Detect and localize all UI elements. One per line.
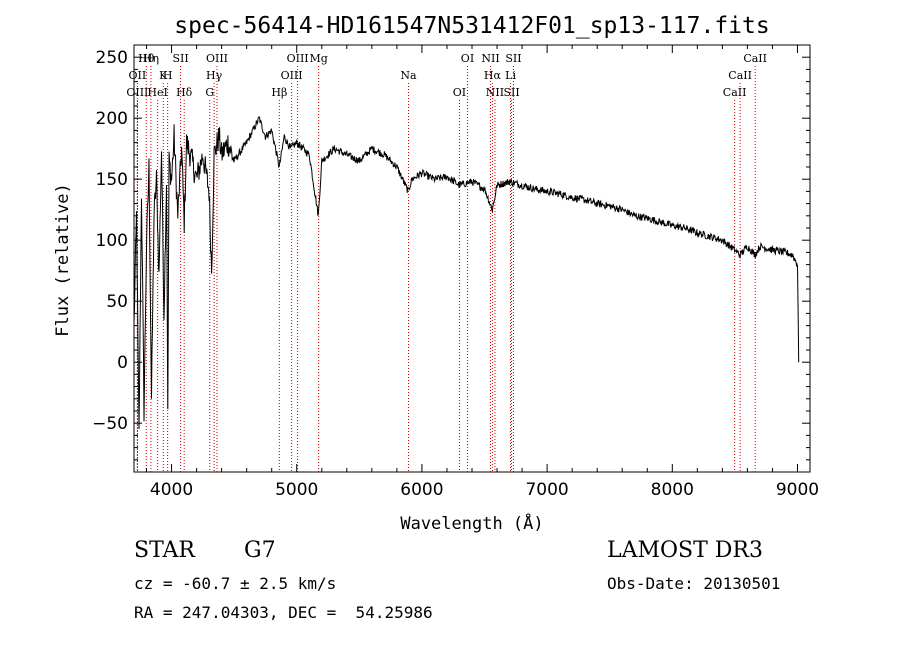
spectral-line-label: OIII [206, 52, 228, 65]
spectral-line-label: Hβ [271, 86, 287, 99]
spectral-line-label: K [159, 69, 168, 82]
spectral-line-label: CaII [743, 52, 767, 65]
redshift-text: cz = -60.7 ± 2.5 km/s [134, 574, 337, 593]
y-axis-label: Flux (relative) [53, 183, 73, 337]
spectral-line-label: CaII [728, 69, 752, 82]
spectral-line-label: H [163, 69, 173, 82]
y-tick-label: 150 [96, 170, 128, 190]
spectral-line-label: Hθ [138, 52, 155, 65]
spectrum-line [133, 115, 800, 430]
spectral-line-label: Hδ [176, 86, 193, 99]
x-axis-label: Wavelength (Å) [400, 512, 543, 534]
spectral-line-label: HeI [147, 86, 167, 99]
x-tick-label: 8000 [651, 480, 694, 500]
y-tick-label: 0 [117, 353, 128, 373]
spectral-line-label: Hγ [206, 69, 223, 82]
chart-title: spec-56414-HD161547N531412F01_sp13-117.f… [174, 13, 769, 39]
spectral-line-label: Na [400, 69, 417, 82]
spectral-line-label: OII [129, 69, 147, 82]
spectral-line-label: Mg [309, 52, 327, 65]
plot-frame [133, 44, 811, 473]
spectral-line-label: Hα [484, 69, 502, 82]
spectral-line-label: SII [503, 86, 519, 99]
spectral-line-label: CaII [723, 86, 747, 99]
spectral-line-label: Li [505, 69, 516, 82]
x-tick-label: 4000 [150, 480, 193, 500]
y-tick-label: 50 [106, 292, 128, 312]
spectral-line-markers [136, 66, 756, 472]
survey-name: LAMOST DR3 [607, 538, 763, 563]
spectral-line-label: OI [461, 52, 474, 65]
coordinates: RA = 247.04303, DEC = 54.25986 [134, 603, 433, 622]
spectral-subclass: G7 [244, 538, 276, 563]
obs-date: Obs-Date: 20130501 [607, 574, 781, 593]
axis-tick-labels: 4000 5000 6000 7000 8000 9000 −50 0 50 100 150 200 2… [92, 48, 819, 500]
x-tick-label: 7000 [525, 480, 568, 500]
spectral-line-label: SII [172, 52, 188, 65]
y-tick-label: 250 [96, 48, 128, 68]
object-class: STAR [134, 538, 195, 563]
x-tick-label: 6000 [400, 480, 443, 500]
y-tick-label: 200 [96, 109, 128, 129]
x-tick-label: 5000 [275, 480, 318, 500]
axis-ticks [134, 44, 810, 473]
spectral-line-label: NII [486, 86, 504, 99]
spectral-line-label: OIII [126, 86, 148, 99]
spectral-line-label: Hη [143, 52, 159, 65]
spectral-line-label: OIII [281, 69, 303, 82]
spectral-line-label: G [205, 86, 214, 99]
spectral-line-label: OIII [287, 52, 309, 65]
spectral-line-label: NII [481, 52, 499, 65]
y-tick-label: −50 [92, 414, 128, 434]
spectral-line-label: OI [453, 86, 466, 99]
x-tick-label: 9000 [776, 480, 819, 500]
y-tick-label: 100 [96, 231, 128, 251]
spectral-line-label: SII [505, 52, 521, 65]
